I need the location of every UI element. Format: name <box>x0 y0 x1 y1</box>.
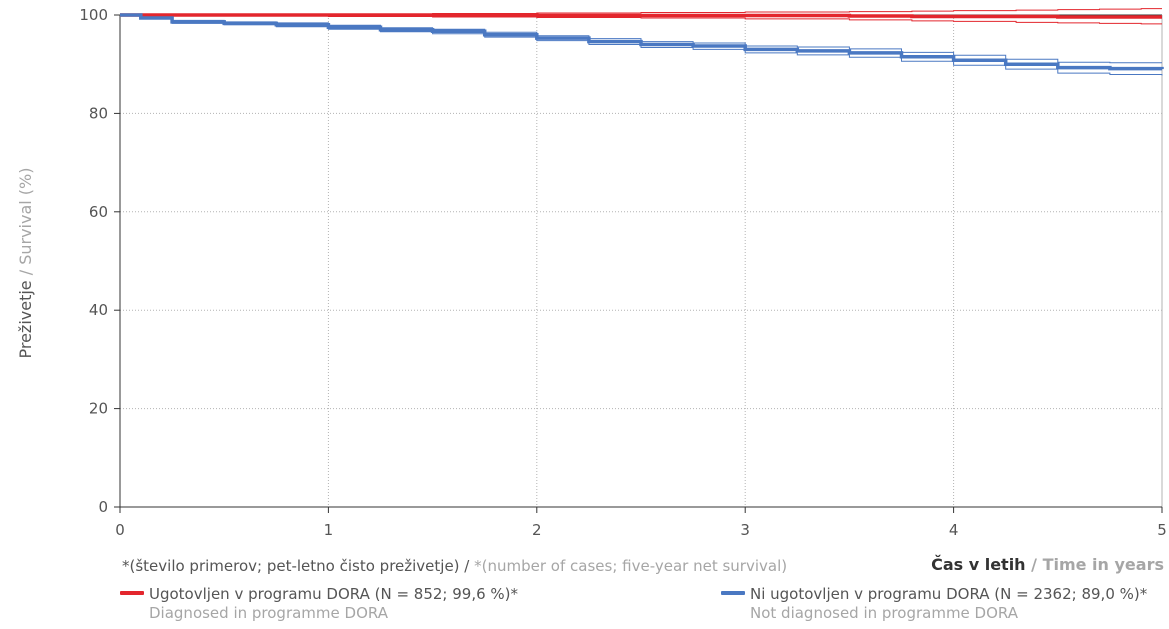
legend-label-dora: Ugotovljen v programu DORA (N = 852; 99,… <box>149 585 519 603</box>
footnote-en: *(number of cases; five-year net surviva… <box>474 557 788 575</box>
legend-label-not-dora-en: Not diagnosed in programme DORA <box>750 604 1018 622</box>
legend-item-dora: Ugotovljen v programu DORA (N = 852; 99,… <box>120 585 518 622</box>
y-tick-label-60: 60 <box>89 203 108 221</box>
axes <box>114 14 1163 513</box>
footnote-sl: *(število primerov; pet-letno čisto prež… <box>122 557 475 575</box>
x-tick-label-4: 4 <box>949 521 959 539</box>
tick-labels: 0 20 40 60 80 100 0 1 2 3 4 5 <box>79 6 1166 539</box>
x-axis-label: Čas v letih / Time in years <box>931 555 1164 574</box>
x-axis-label-sl: Čas v letih <box>931 555 1026 574</box>
legend-swatch-not-dora <box>721 590 745 595</box>
series-line-not-dora <box>120 13 1164 71</box>
grid-lines <box>120 14 1163 507</box>
y-tick-label-0: 0 <box>98 498 108 516</box>
x-tick-label-1: 1 <box>324 521 334 539</box>
series-line-dora <box>120 13 1162 19</box>
series-lines <box>120 13 1164 71</box>
footnote: *(število primerov; pet-letno čisto prež… <box>122 557 787 575</box>
y-axis-label: Preživetje / Survival (%) <box>16 168 35 359</box>
y-axis-label-sl: Preživetje <box>16 280 35 358</box>
y-tick-label-20: 20 <box>89 400 108 418</box>
legend-label-not-dora: Ni ugotovljen v programu DORA (N = 2362;… <box>750 585 1148 603</box>
x-tick-label-0: 0 <box>115 521 125 539</box>
y-axis-label-en: / Survival (%) <box>16 168 35 281</box>
y-tick-label-40: 40 <box>89 301 108 319</box>
x-tick-label-2: 2 <box>532 521 542 539</box>
x-tick-label-5: 5 <box>1157 521 1167 539</box>
legend-swatch-dora <box>120 590 144 595</box>
y-tick-label-80: 80 <box>89 104 108 122</box>
legend-label-dora-en: Diagnosed in programme DORA <box>149 604 388 622</box>
legend-item-not-dora: Ni ugotovljen v programu DORA (N = 2362;… <box>721 585 1147 622</box>
y-tick-label-100: 100 <box>79 6 108 24</box>
x-tick-label-3: 3 <box>740 521 750 539</box>
x-axis-label-en: / Time in years <box>1025 555 1164 574</box>
